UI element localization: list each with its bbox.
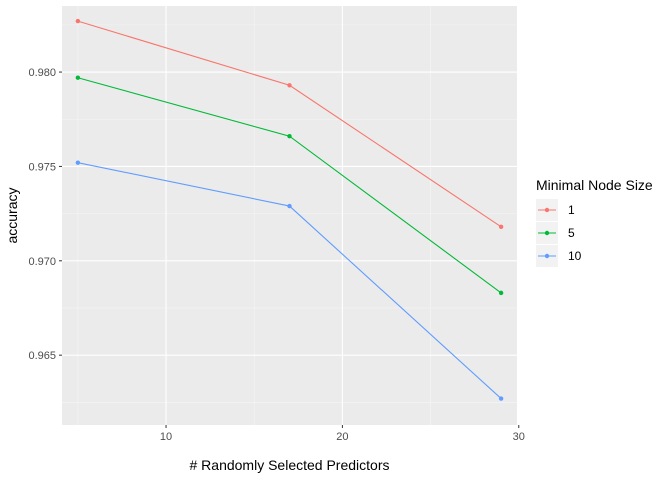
legend-label: 10 [568,249,582,263]
data-point-1 [498,224,504,230]
grid-major [62,6,520,425]
y-tick-label: 0.965 [28,350,56,362]
data-point-10 [75,160,81,165]
data-point-5 [287,134,292,139]
legend-label: 1 [568,203,575,217]
data-point-1 [287,83,292,88]
legend: Minimal Node Size 1 5 10 [536,177,653,267]
data-point-5 [498,290,504,296]
axis-ticks [59,71,520,428]
x-tick-label: 30 [513,431,525,443]
grid-minor [62,6,517,425]
data-point-10 [287,203,292,209]
axis-tick-labels: 10 20 30 0.965 0.970 0.975 0.980 [28,67,524,443]
y-axis-title: accuracy [4,187,20,243]
x-axis-title: # Randomly Selected Predictors [190,457,390,473]
panel-background [62,6,517,425]
y-tick-label: 0.970 [28,256,56,268]
x-tick-label: 10 [160,431,172,443]
legend-key-point [544,207,550,213]
y-tick-label: 0.975 [28,161,56,173]
series-layer [75,18,504,401]
x-tick-label: 20 [336,431,348,443]
data-point-5 [75,75,81,80]
legend-key-point [544,230,550,236]
legend-title: Minimal Node Size [536,177,653,193]
y-tick-label: 0.980 [28,67,56,79]
legend-label: 5 [568,226,575,240]
data-point-10 [498,396,504,401]
data-point-1 [75,18,81,24]
legend-key-point [544,253,550,259]
